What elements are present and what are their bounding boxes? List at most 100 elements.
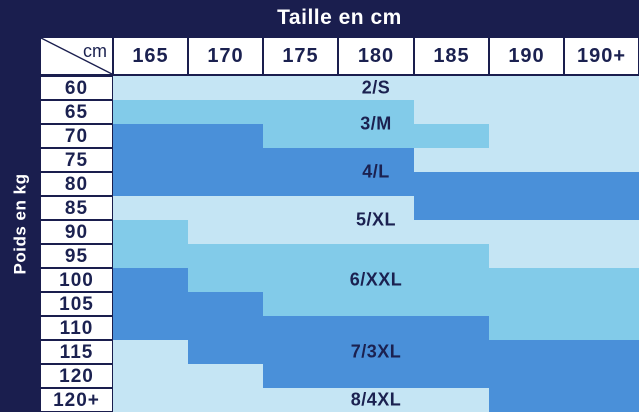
grid-row-120+ [113, 388, 639, 412]
grid-cell-120+-175 [263, 388, 339, 412]
grid-cell-70-190 [488, 124, 564, 148]
grid-cell-105-165 [113, 292, 189, 316]
grid-row-100 [113, 268, 639, 292]
grid-cell-110-180 [338, 316, 414, 340]
header-cell-185: 185 [415, 38, 488, 74]
grid-cell-95-165 [113, 244, 189, 268]
grid-cell-80-180 [338, 172, 414, 196]
grid-row-95 [113, 244, 639, 268]
weight-label-80: 80 [41, 173, 112, 195]
grid-cell-120-180 [338, 364, 414, 388]
grid-cell-110-165 [113, 316, 189, 340]
y-axis-title-wrap: Poids en kg [0, 36, 40, 412]
grid-cell-110-175 [263, 316, 339, 340]
weight-labels-column: 60 65 70 75 80 85 90 95 100 105 110 115 120 120+ [40, 76, 113, 412]
grid-cell-90-175 [263, 220, 339, 244]
grid-row-85 [113, 196, 639, 220]
zone-label-3-m: 3/M [360, 113, 392, 134]
grid-row-120 [113, 364, 639, 388]
diagonal-line-icon [41, 38, 112, 74]
grid-cell-60-185 [413, 76, 489, 100]
grid-cell-100-185 [413, 268, 489, 292]
grid-cell-115-190+ [563, 340, 639, 364]
header-cell-165: 165 [114, 38, 187, 74]
grid-cell-120-170 [188, 364, 264, 388]
grid-cell-70-175 [263, 124, 339, 148]
grid-cell-85-185 [413, 196, 489, 220]
grid-cell-60-175 [263, 76, 339, 100]
grid-cell-95-190 [488, 244, 564, 268]
header-row: cm 165 170 175 180 185 190 190+ [40, 36, 639, 76]
zone-label-4-l: 4/L [362, 161, 390, 182]
grid-cell-100-180 [338, 268, 414, 292]
grid-cell-75-170 [188, 148, 264, 172]
grid-cell-60-165 [113, 76, 189, 100]
header-cell-180: 180 [339, 38, 413, 74]
grid-cell-85-190 [488, 196, 564, 220]
grid-cell-75-175 [263, 148, 339, 172]
zone-label-8-4xl: 8/4XL [350, 389, 402, 410]
header-cell-190: 190 [490, 38, 563, 74]
grid-cell-120-165 [113, 364, 189, 388]
grid-cell-85-175 [263, 196, 339, 220]
grid-cell-115-185 [413, 340, 489, 364]
grid-cell-120-190 [488, 364, 564, 388]
grid-cell-115-180 [338, 340, 414, 364]
grid-cell-70-185 [413, 124, 489, 148]
grid-cell-60-190+ [563, 76, 639, 100]
grid-cell-90-180 [338, 220, 414, 244]
weight-label-115: 115 [41, 341, 112, 363]
grid-row-60 [113, 76, 639, 100]
grid-cell-115-170 [188, 340, 264, 364]
size-grid: 2/S 3/M 4/L 5/XL 6/XXL 7/3XL 8/4XL [113, 76, 639, 412]
weight-label-105: 105 [41, 293, 112, 315]
grid-cell-85-165 [113, 196, 189, 220]
grid-cell-85-170 [188, 196, 264, 220]
grid-cell-115-190 [488, 340, 564, 364]
weight-label-120: 120 [41, 365, 112, 387]
grid-cell-120+-190+ [563, 388, 639, 412]
corner-unit-label: cm [83, 41, 107, 61]
grid-cell-85-190+ [563, 196, 639, 220]
grid-cell-85-180 [338, 196, 414, 220]
grid-cell-65-190 [488, 100, 564, 124]
grid-cell-90-165 [113, 220, 189, 244]
y-axis-title: Poids en kg [10, 173, 30, 275]
zone-label-2-s: 2/S [361, 77, 391, 98]
zone-label-5-xl: 5/XL [355, 209, 397, 230]
header-cell-175: 175 [264, 38, 337, 74]
grid-cell-100-190+ [563, 268, 639, 292]
grid-cell-100-165 [113, 268, 189, 292]
grid-cell-120+-185 [413, 388, 489, 412]
chart-title: Taille en cm [277, 6, 402, 29]
grid-cell-95-185 [413, 244, 489, 268]
grid-cell-80-175 [263, 172, 339, 196]
grid-cell-80-190 [488, 172, 564, 196]
zone-label-6-xxl: 6/XXL [349, 269, 403, 290]
grid-cell-105-190 [488, 292, 564, 316]
weight-label-120+: 120+ [41, 389, 112, 411]
weight-label-100: 100 [41, 269, 112, 291]
grid-cell-105-185 [413, 292, 489, 316]
grid-cell-75-185 [413, 148, 489, 172]
grid-cell-110-170 [188, 316, 264, 340]
grid-cell-120-175 [263, 364, 339, 388]
grid-row-105 [113, 292, 639, 316]
header-cell-170: 170 [189, 38, 262, 74]
zone-label-7-3xl: 7/3XL [350, 341, 402, 362]
grid-row-110 [113, 316, 639, 340]
grid-cell-70-165 [113, 124, 189, 148]
grid-cell-65-190+ [563, 100, 639, 124]
weight-label-110: 110 [41, 317, 112, 339]
grid-cell-60-190 [488, 76, 564, 100]
grid-cell-90-190+ [563, 220, 639, 244]
grid-cell-105-175 [263, 292, 339, 316]
grid-cell-70-180 [338, 124, 414, 148]
grid-cell-70-190+ [563, 124, 639, 148]
grid-cell-110-190+ [563, 316, 639, 340]
grid-row-75 [113, 148, 639, 172]
grid-cell-95-175 [263, 244, 339, 268]
grid-cell-75-180 [338, 148, 414, 172]
grid-cell-90-170 [188, 220, 264, 244]
